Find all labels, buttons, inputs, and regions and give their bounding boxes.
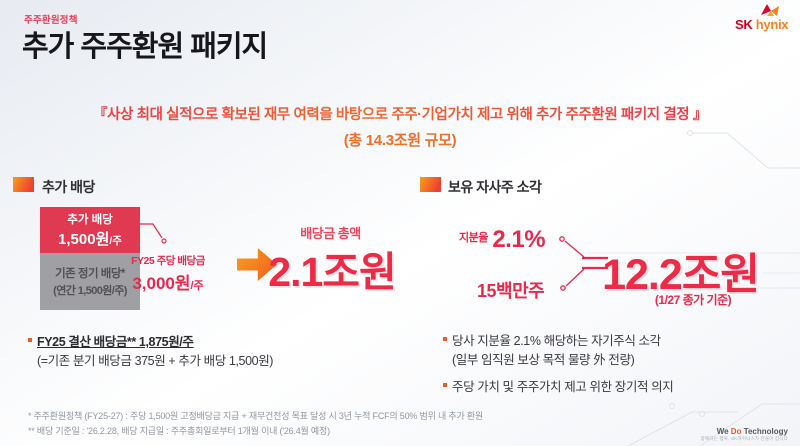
brand-tagline: 함께하는 행복, SK하이닉스가 만들어 갑니다 bbox=[700, 436, 788, 441]
brand-we: We bbox=[716, 427, 731, 436]
dividend-bullet-desc: (=기존 분기 배당금 375원 + 추가 배당 1,500원) bbox=[37, 354, 274, 368]
dividend-bullet-title: FY25 결산 배당금** 1,875원/주 bbox=[37, 335, 194, 349]
ownership-ratio-label: 지분율 bbox=[459, 232, 488, 244]
buyback-bullet1-line1: 당사 지분율 2.1% 해당하는 자기주식 소각 bbox=[452, 334, 661, 348]
ownership-ratio-value: 2.1% bbox=[492, 226, 546, 253]
per-share-dividend-value: 3,000원/주 bbox=[122, 269, 214, 294]
per-share-amount: 3,000원 bbox=[132, 274, 191, 293]
per-share-dividend: FY25 주당 배당금 3,000원/주 bbox=[122, 253, 214, 294]
buyback-bullet1-marker bbox=[443, 337, 447, 341]
page-title: 추가 주주환원 패키지 bbox=[22, 31, 268, 63]
buyback-section-marker bbox=[420, 177, 441, 192]
share-count-value: 15백만주 bbox=[477, 281, 545, 301]
buyback-section-heading: 보유 자사주 소각 bbox=[448, 179, 542, 195]
dividend-total-label: 배당금 총액 bbox=[300, 226, 361, 241]
logo-sk-text: SK bbox=[735, 17, 753, 32]
we-do-technology-brand: We Do Technology 함께하는 행복, SK하이닉스가 만들어 갑니… bbox=[701, 427, 788, 442]
buyback-bullet1-line2: (일부 임직원 보상 목적 물량 外 전량) bbox=[452, 353, 635, 367]
additional-dividend-box-value: 1,500원/주 bbox=[40, 228, 140, 249]
footnote-2: ** 배당 기준일 : '26.2.28, 배당 지급일 : 주주총회일로부터 … bbox=[28, 426, 330, 436]
ownership-ratio: 지분율 2.1% bbox=[459, 226, 546, 254]
regular-dividend-box: 기존 정기 배당* (연간 1,500원/주) bbox=[40, 253, 140, 310]
dividend-total-value: 2.1조원 bbox=[268, 249, 396, 295]
logo-hynix-text: hynix bbox=[755, 17, 789, 32]
per-share-unit: /주 bbox=[190, 280, 204, 292]
buyback-bullet2-marker bbox=[443, 383, 447, 387]
additional-dividend-box: 추가 배당 1,500원/주 bbox=[40, 207, 140, 253]
butterfly-mark-icon bbox=[761, 4, 779, 16]
buyback-total-note: (1/27 종가 기준) bbox=[654, 293, 732, 307]
key-message-line2: (총 14.3조원 규모) bbox=[343, 132, 457, 149]
dividend-section-marker bbox=[13, 177, 34, 192]
additional-dividend-unit: /주 bbox=[109, 235, 122, 247]
brand-do: Do bbox=[730, 427, 742, 436]
additional-dividend-box-label: 추가 배당 bbox=[67, 214, 113, 226]
dividend-section-heading: 추가 배당 bbox=[42, 179, 95, 195]
logo-text: SK hynix bbox=[735, 17, 789, 32]
sk-hynix-logo: SK hynix bbox=[735, 3, 797, 33]
regular-dividend-box-sub: (연간 1,500원/주) bbox=[53, 285, 127, 297]
key-message-line1: 『사상 최대 실적으로 확보된 재무 여력을 바탕으로 주주·기업가치 제고 위… bbox=[0, 103, 800, 124]
footnote-1: * 주주환원정책 (FY25-27) : 주당 1,500원 고정배당금 지급 … bbox=[28, 411, 483, 421]
per-share-dividend-label: FY25 주당 배당금 bbox=[131, 255, 205, 267]
additional-dividend-amount: 1,500원 bbox=[58, 231, 110, 248]
regular-dividend-box-label: 기존 정기 배당* bbox=[55, 268, 125, 280]
buyback-total-value: 12.2조원 bbox=[602, 251, 760, 299]
buyback-bullet2-line1: 주당 가치 및 주주가치 제고 위한 장기적 의지 bbox=[452, 380, 674, 394]
brand-wordmark: We Do Technology bbox=[701, 427, 788, 436]
dividend-bullet-marker bbox=[28, 338, 32, 342]
brand-technology: Technology bbox=[741, 427, 788, 436]
slide-eyebrow-label: 주주환원정책 bbox=[24, 15, 78, 26]
